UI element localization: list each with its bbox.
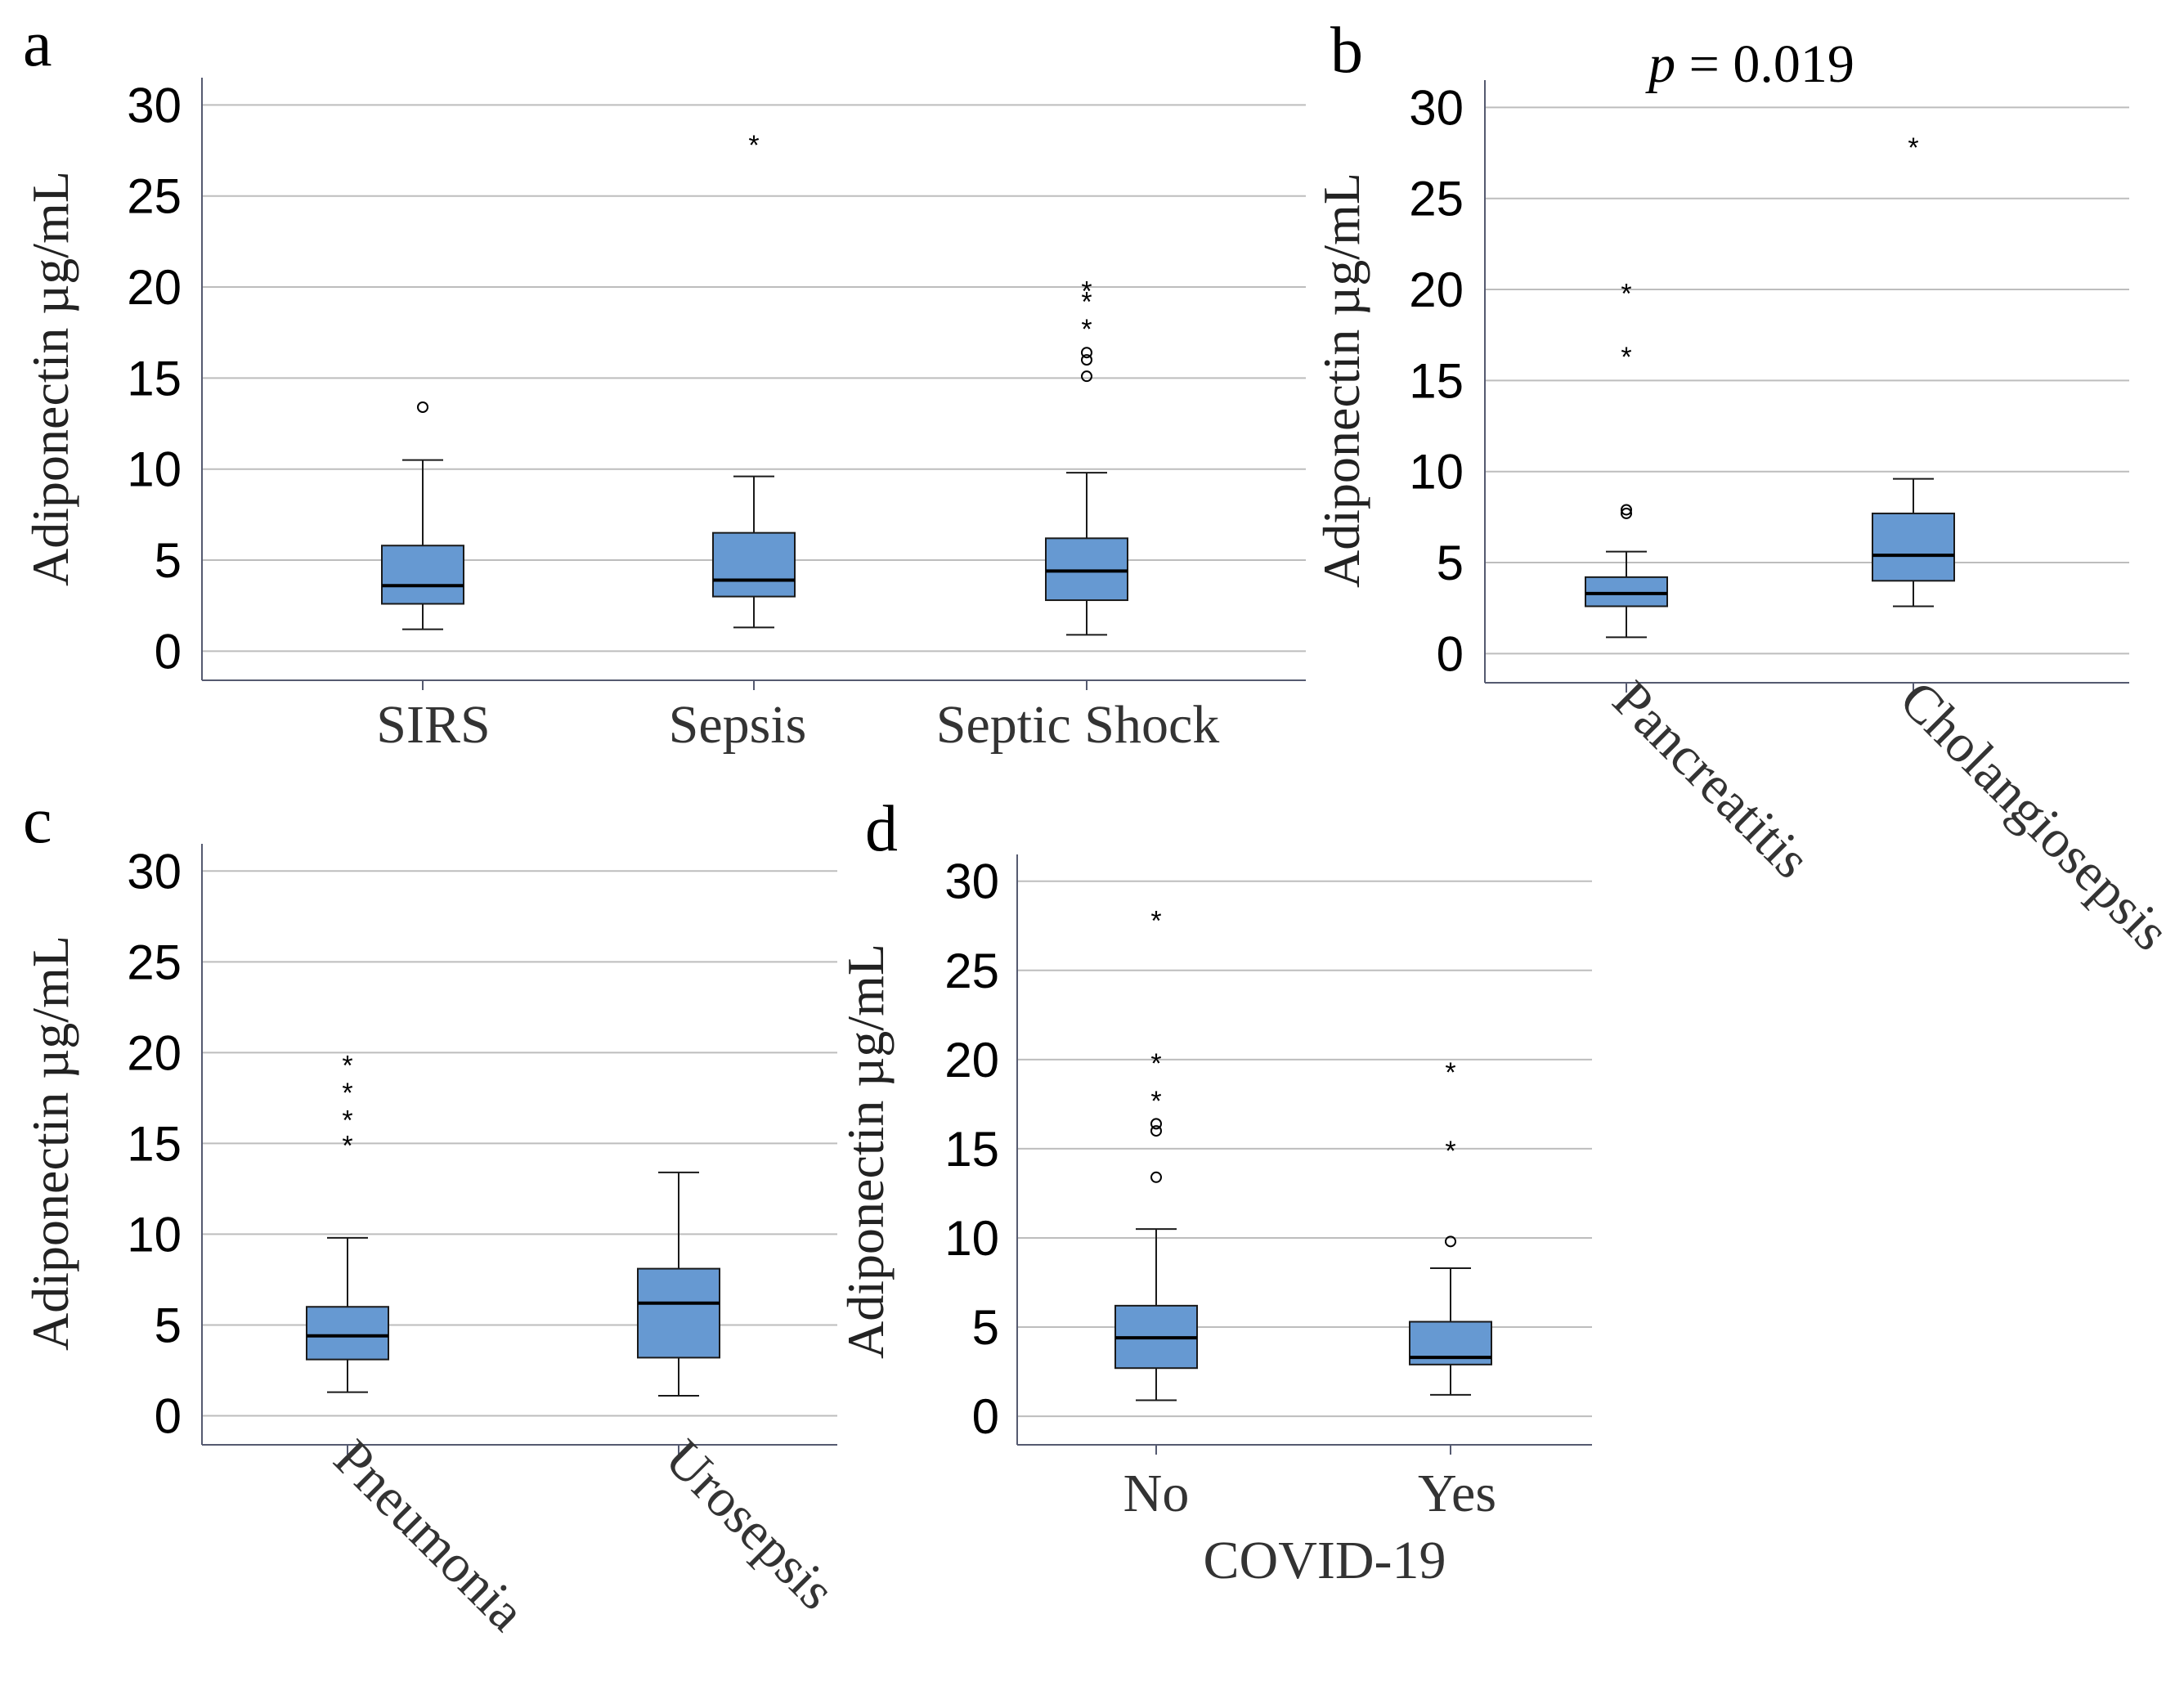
iqr-box: [381, 545, 464, 605]
extreme-point: *: [342, 1078, 352, 1109]
extreme-point: *: [1150, 906, 1161, 937]
outlier-point: [417, 401, 428, 414]
extreme-point: *: [1621, 342, 1631, 373]
panel-c-category-label: Pneumonia: [322, 1428, 536, 1643]
panel-b-letter: b: [1330, 15, 1363, 87]
extreme-point: *: [1908, 132, 1918, 164]
panel-b-ytick-label: 0: [1437, 626, 1464, 681]
panel-c-category-label: Urosepsis: [653, 1428, 846, 1621]
panel-b-ytick-label: 20: [1409, 262, 1464, 317]
iqr-box: [1585, 576, 1668, 608]
extreme-point: *: [1081, 287, 1092, 318]
panel-a-box-sepsis: *: [712, 130, 796, 629]
panel-c-ytick-label: 25: [127, 935, 182, 989]
panel-c-ytick-label: 20: [127, 1025, 182, 1080]
extreme-point: *: [1445, 1136, 1455, 1167]
panel-c-ytick-label: 0: [155, 1388, 182, 1443]
panel-c-box-urosepsis: [637, 1171, 720, 1397]
panel-d-ytick-label: 10: [944, 1211, 999, 1266]
panel-d-ytick-label: 25: [944, 944, 999, 998]
panel-d-box-no: * * *: [1114, 906, 1198, 1401]
panel-c-ytick-label: 5: [155, 1298, 182, 1352]
panel-d-ytick-label: 5: [972, 1300, 999, 1355]
panel-a-box-sirs: [381, 401, 464, 630]
iqr-box: [1872, 512, 1955, 582]
extreme-point: *: [1445, 1057, 1455, 1088]
panel-a-box-septic-shock: ***: [1045, 276, 1128, 636]
panel-a-ytick-label: 5: [155, 533, 182, 588]
panel-d-x-axis-title: COVID-19: [1204, 1531, 1446, 1590]
iqr-box: [712, 531, 796, 598]
panel-a-ytick-label: 25: [127, 169, 182, 224]
panel-d-category-label: Yes: [1418, 1464, 1496, 1523]
panel-c-y-axis-label: Adiponectin µg/mL: [21, 935, 79, 1351]
extreme-point: *: [1621, 278, 1631, 309]
outlier-point: [1150, 1125, 1162, 1137]
panel-d-ytick-label: 20: [944, 1033, 999, 1087]
panel-d-box-yes: **: [1409, 1057, 1492, 1396]
extreme-point: *: [1081, 276, 1092, 307]
panel-d-letter: d: [865, 793, 898, 865]
outlier-point: [1150, 1118, 1162, 1130]
panel-b-p-value: p = 0.019: [1645, 34, 1854, 94]
panel-a-ytick-label: 15: [127, 351, 182, 406]
panel-b-ytick-label: 10: [1409, 445, 1464, 500]
panel-b-y-axis-label: Adiponectin µg/mL: [1312, 173, 1370, 588]
panel-a-ytick-label: 0: [155, 624, 182, 679]
iqr-box: [1045, 537, 1128, 602]
panel-a-letter: a: [23, 8, 52, 80]
panel-a-category-label: SIRS: [376, 695, 490, 755]
panel-d-category-label: No: [1123, 1464, 1190, 1523]
panel-b-ytick-label: 30: [1409, 80, 1464, 135]
panel-a: a 0 5 10 15 20 25 30 Adiponectin µg/mL SIRS * Sepsi…: [21, 8, 1306, 755]
panel-c-letter: c: [23, 785, 52, 857]
iqr-box: [306, 1306, 389, 1361]
panel-b-ytick-label: 15: [1409, 353, 1464, 408]
extreme-point: *: [342, 1130, 352, 1161]
panel-a-category-label: Septic Shock: [936, 695, 1219, 755]
panel-b-box-pancreatitis: **: [1585, 278, 1668, 639]
outlier-point: [1081, 354, 1092, 366]
panel-a-ytick-label: 30: [127, 78, 182, 132]
outlier-point: [1445, 1235, 1456, 1248]
panel-a-ytick-label: 20: [127, 260, 182, 315]
iqr-box: [637, 1267, 720, 1359]
extreme-point: *: [1150, 1048, 1161, 1079]
extreme-point: *: [1150, 1086, 1161, 1117]
outlier-point: [1621, 504, 1632, 516]
panel-c-ytick-label: 30: [127, 844, 182, 899]
panel-b-box-cholangiosepsis: *: [1872, 132, 1955, 608]
panel-d-ytick-label: 15: [944, 1122, 999, 1177]
panel-c-box-pneumonia: ****: [306, 1051, 389, 1393]
panel-d-y-axis-label: Adiponectin µg/mL: [836, 944, 895, 1359]
panel-a-y-axis-label: Adiponectin µg/mL: [21, 171, 79, 586]
panel-c-ytick-label: 15: [127, 1116, 182, 1171]
extreme-point: *: [342, 1105, 352, 1136]
panel-b-ytick-label: 5: [1437, 536, 1464, 590]
outlier-point: [1081, 347, 1092, 359]
extreme-point: *: [748, 130, 759, 161]
extreme-point: *: [342, 1051, 352, 1082]
panel-a-category-label: Sepsis: [669, 695, 807, 755]
panel-b-category-label: Cholangiosepsis: [1888, 670, 2181, 962]
outlier-point: [1081, 370, 1092, 383]
panel-b-category-label: Pancreatitis: [1601, 670, 1821, 890]
panel-a-ytick-label: 10: [127, 442, 182, 497]
panel-b-ytick-label: 25: [1409, 172, 1464, 226]
outlier-point: [1621, 507, 1632, 519]
panel-c-ytick-label: 10: [127, 1207, 182, 1262]
extreme-point: *: [1081, 314, 1092, 345]
outlier-point: [1150, 1171, 1162, 1183]
panel-d-ytick-label: 30: [944, 854, 999, 909]
panel-d-ytick-label: 0: [972, 1389, 999, 1444]
